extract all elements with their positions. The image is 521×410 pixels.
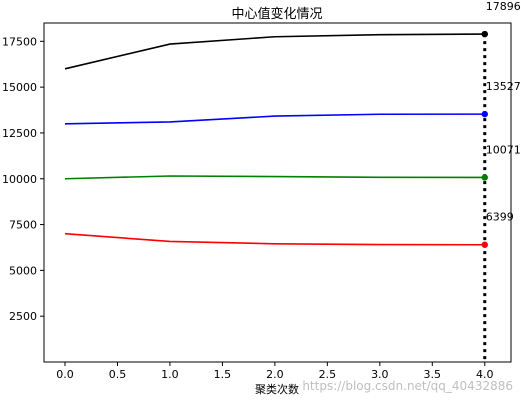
y-tick-label: 2500 (9, 310, 37, 323)
series-line-2 (64, 175, 485, 180)
end-value-label-0: 17896 (486, 0, 521, 13)
x-tick-label: 1.5 (214, 368, 232, 381)
y-tick-label: 7500 (9, 219, 37, 232)
x-axis-ticks: 0.0 0.5 1.0 1.5 2.0 2.5 3.0 3.5 4.0 (56, 362, 494, 381)
x-tick-label: 2.0 (266, 368, 284, 381)
end-point-1 (481, 110, 488, 118)
series-line-1 (64, 113, 485, 125)
x-tick-label: 0.0 (56, 368, 74, 381)
y-tick-label: 5000 (9, 264, 37, 277)
series-lines (64, 33, 485, 246)
y-tick-label: 17500 (2, 35, 37, 48)
end-value-label-3: 6399 (486, 211, 514, 224)
x-tick-label: 0.5 (109, 368, 127, 381)
x-tick-label: 1.0 (161, 368, 179, 381)
end-value-labels: 17896 13527 10071 6399 (486, 0, 521, 224)
y-tick-label: 15000 (2, 81, 37, 94)
plot-area (43, 22, 512, 363)
y-axis-ticks: 2500 5000 7500 10000 12500 15000 17500 (2, 35, 44, 323)
series-line-3 (64, 232, 485, 246)
end-value-label-1: 13527 (486, 80, 521, 93)
x-tick-label: 4.0 (476, 368, 494, 381)
y-tick-label: 10000 (2, 173, 37, 186)
end-point-2 (481, 174, 488, 181)
watermark-text: https://blog.csdn.net/qq_40432886 (302, 379, 513, 393)
chart-title: 中心值变化情况 (231, 6, 322, 22)
series-line-0 (64, 33, 485, 70)
x-axis-label: 聚类次数 (255, 382, 299, 396)
x-tick-label: 2.5 (319, 368, 337, 381)
x-tick-label: 3.5 (424, 368, 442, 381)
end-point-0 (481, 30, 488, 38)
x-tick-label: 3.0 (371, 368, 389, 381)
y-tick-label: 12500 (2, 127, 37, 140)
end-value-label-2: 10071 (486, 143, 521, 156)
end-points (481, 30, 488, 248)
end-point-3 (481, 241, 488, 248)
